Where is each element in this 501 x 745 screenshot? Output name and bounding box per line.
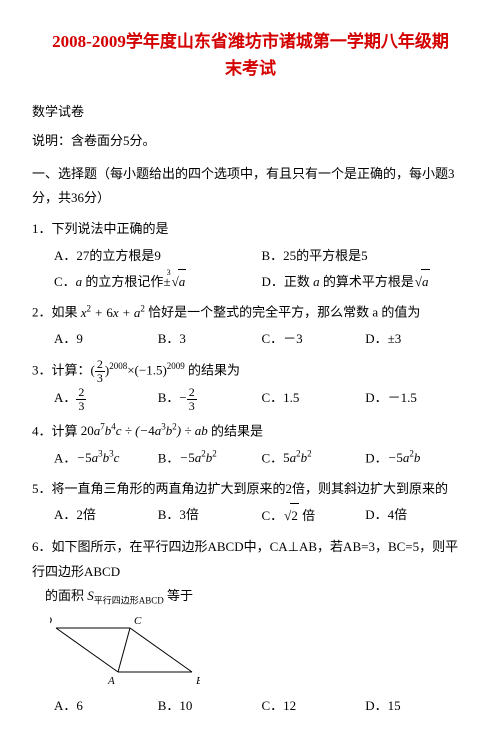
- q3-opt-d: D．－1.5: [365, 386, 469, 412]
- q6-options: A．6 B．10 C．12 D．15: [32, 694, 469, 719]
- q2-opt-a: A．9: [54, 327, 158, 352]
- fraction-icon: 23: [95, 358, 105, 384]
- q2-post: 恰好是一个整式的完全平方，那么常数 a 的值为: [145, 305, 421, 320]
- q4-opt-c: C．5a2b2: [262, 446, 366, 471]
- q2-opt-d: D．±3: [365, 327, 469, 352]
- question-2: 2．如果 x2 + 6x + a2 恰好是一个整式的完全平方，那么常数 a 的值…: [32, 300, 469, 325]
- question-5: 5．将一直角三角形的两直角边扩大到原来的2倍，则其斜边扩大到原来的: [32, 477, 469, 502]
- q3-post: 的结果为: [185, 362, 240, 377]
- q4-post: 的结果是: [208, 423, 263, 438]
- svg-text:B: B: [196, 675, 200, 687]
- q6-mid-pre: 的面积: [45, 588, 87, 603]
- q4b-pre: B．: [158, 450, 180, 465]
- q6-opt-d: D．15: [365, 694, 469, 719]
- q2-pre: 2．如果: [32, 305, 81, 320]
- q4-opt-a: A．−5a3b3c: [54, 446, 158, 471]
- q1c-pre: C．: [54, 274, 76, 289]
- title-line-1: 2008-2009学年度山东省潍坊市诸城第一学期八年级期: [52, 32, 449, 51]
- sqrt-icon: a: [414, 269, 430, 295]
- q6-opt-a: A．6: [54, 694, 158, 719]
- q3-opt-b: B．−23: [158, 386, 262, 412]
- question-1: 1．下列说法中正确的是: [32, 217, 469, 242]
- q2-opt-b: B．3: [158, 327, 262, 352]
- q2-opt-c: C．－3: [262, 327, 366, 352]
- q4d-pre: D．: [365, 450, 387, 465]
- q1-options: A．27的立方根是9 B．25的平方根是5 C．a 的立方根记作±3a D．正数…: [32, 244, 469, 294]
- paper-name: 数学试卷: [32, 100, 469, 125]
- note: 说明：含卷面分5分。: [32, 129, 469, 154]
- cuberoot-icon: 3a: [171, 269, 187, 295]
- q5-opt-d: D．4倍: [365, 503, 469, 529]
- question-3: 3．计算：(23)2008×(−1.5)2009 的结果为: [32, 358, 469, 384]
- q6-pre: 6．如下图所示，在平行四边形ABCD中，CA⊥AB，若AB=3，BC=5，则平行…: [32, 539, 458, 579]
- q1-opt-d: D．正数 a 的算术平方根是a: [262, 269, 470, 295]
- q2-options: A．9 B．3 C．－3 D．±3: [32, 327, 469, 352]
- question-6: 6．如下图所示，在平行四边形ABCD中，CA⊥AB，若AB=3，BC=5，则平行…: [32, 535, 469, 610]
- q6-mid-post: 等于: [164, 588, 193, 603]
- q1-opt-a: A．27的立方根是9: [54, 244, 262, 269]
- q3a-pre: A．: [54, 390, 76, 405]
- q3-pre: 3．计算：: [32, 362, 91, 377]
- q5c-post: 倍: [299, 508, 315, 523]
- q3-opt-c: C．1.5: [262, 386, 366, 412]
- q5-opt-a: A．2倍: [54, 503, 158, 529]
- sqrt-icon: 2: [283, 503, 299, 529]
- q4a-pre: A．: [54, 450, 76, 465]
- title-line-2: 末考试: [225, 59, 276, 78]
- q3b-pre: B．: [158, 390, 180, 405]
- q5-options: A．2倍 B．3倍 C．2 倍 D．4倍: [32, 503, 469, 529]
- q4-opt-b: B．−5a2b2: [158, 446, 262, 471]
- q4-opt-d: D．−5a2b: [365, 446, 469, 471]
- q1-opt-c: C．a 的立方根记作±3a: [54, 269, 262, 295]
- q5-opt-c: C．2 倍: [262, 503, 366, 529]
- q6-opt-b: B．10: [158, 694, 262, 719]
- q1d-pre: D．正数: [262, 274, 310, 289]
- question-4: 4．计算 20a7b4c ÷ (−4a3b2) ÷ ab 的结果是: [32, 419, 469, 444]
- q4-options: A．−5a3b3c B．−5a2b2 C．5a2b2 D．−5a2b: [32, 446, 469, 471]
- q4-pre: 4．计算: [32, 423, 81, 438]
- parallelogram-diagram: A B C D: [50, 614, 200, 690]
- svg-text:D: D: [50, 615, 52, 627]
- q6-opt-c: C．12: [262, 694, 366, 719]
- q1d-mid: 的算术平方根是: [320, 274, 414, 289]
- q3-options: A．23 B．−23 C．1.5 D．－1.5: [32, 386, 469, 412]
- svg-text:C: C: [134, 615, 142, 627]
- fraction-icon: 23: [187, 386, 197, 412]
- q1c-mid: 的立方根记作: [82, 274, 163, 289]
- q3-opt-a: A．23: [54, 386, 158, 412]
- svg-text:A: A: [107, 675, 115, 687]
- q5-opt-b: B．3倍: [158, 503, 262, 529]
- q5c-pre: C．: [262, 508, 284, 523]
- q1-opt-b: B．25的平方根是5: [262, 244, 470, 269]
- section-heading: 一、选择题（每小题给出的四个选项中，有且只有一个是正确的，每小题3分，共36分）: [32, 162, 469, 211]
- fraction-icon: 23: [76, 386, 86, 412]
- q4c-pre: C．: [262, 450, 284, 465]
